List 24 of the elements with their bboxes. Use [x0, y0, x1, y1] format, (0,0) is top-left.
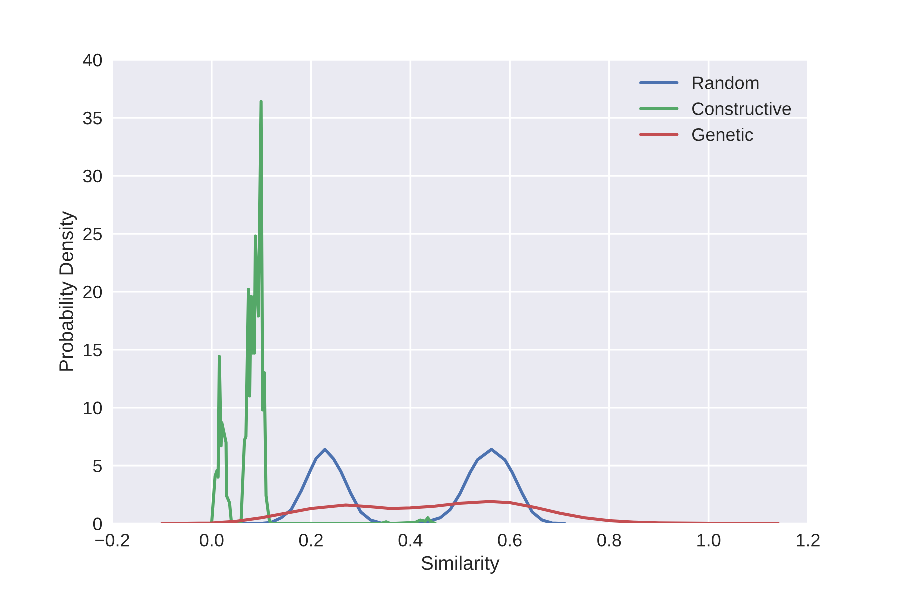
x-tick-label: 1.2	[797, 534, 820, 547]
x-axis-title: Similarity	[422, 556, 500, 574]
line-series	[210, 100, 438, 524]
x-tick-label: 1.0	[698, 534, 721, 547]
y-tick-label: 20	[84, 286, 102, 299]
x-tick-label: −0.2	[96, 534, 130, 547]
y-tick-label: 40	[83, 54, 102, 67]
x-tick-label: 0.4	[398, 534, 423, 547]
y-tick-label: 35	[83, 112, 102, 125]
y-tick-label: 25	[84, 228, 102, 241]
y-tick-label: 10	[84, 402, 102, 415]
x-tick-label: 0.8	[598, 534, 622, 547]
x-tick-label: 0.6	[498, 534, 522, 547]
y-tick-label: 5	[93, 460, 102, 473]
line-series	[160, 500, 780, 524]
y-axis-title: Probability Density	[59, 211, 78, 371]
legend-label: Random	[693, 76, 759, 90]
y-tick-label: 0	[93, 518, 102, 531]
x-tick-label: 0.0	[200, 534, 224, 547]
legend-label: Genetic	[692, 128, 754, 142]
x-tick-label: 0.2	[299, 534, 323, 547]
y-tick-label: 30	[83, 170, 102, 183]
y-tick-label: 15	[84, 344, 102, 357]
legend-label: Constructive	[692, 102, 792, 116]
